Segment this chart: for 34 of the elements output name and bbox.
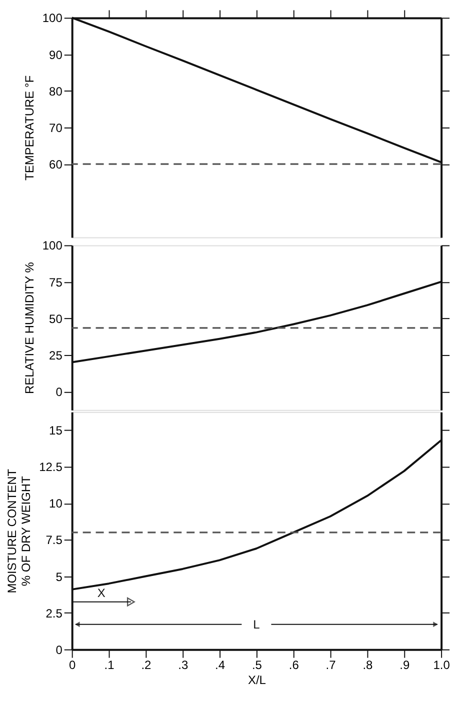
- y-tick-label: 70: [49, 120, 63, 135]
- y-axis-title: TEMPERATURE °F: [22, 75, 36, 180]
- y-tick-label: 75: [49, 275, 63, 290]
- y-tick-label: 12.5: [39, 460, 63, 474]
- annotation: L: [253, 617, 260, 632]
- y-tick-label: 10: [49, 496, 63, 511]
- x-tick-label: 0: [69, 658, 76, 672]
- y-tick-label: 80: [49, 84, 63, 98]
- x-tick-label: 1.0: [433, 658, 450, 672]
- x-tick-label: .9: [400, 658, 410, 672]
- x-tick-label: .8: [362, 658, 374, 672]
- y-axis-title: RELATIVE HUMIDITY %: [22, 262, 36, 394]
- y-tick-label: 25: [49, 348, 63, 362]
- y-axis-title: MOISTURE CONTENT % OF DRY WEIGHT: [5, 468, 34, 594]
- x-tick-label: .3: [178, 658, 188, 672]
- x-tick-label: .5: [252, 658, 262, 672]
- x-tick-label: .4: [215, 658, 226, 672]
- y-tick-label: 90: [49, 48, 63, 62]
- y-tick-label: 0: [56, 385, 63, 400]
- y-tick-label: 50: [49, 312, 63, 326]
- annotation: X: [97, 586, 106, 600]
- y-tick-label: 2.5: [46, 606, 63, 620]
- y-tick-label: 60: [49, 158, 63, 172]
- x-tick-label: .6: [288, 658, 300, 672]
- y-tick-label: 7.5: [46, 533, 63, 548]
- x-tick-label: .7: [326, 658, 336, 672]
- y-tick-label: 100: [42, 11, 63, 26]
- y-tick-label: 5: [56, 570, 63, 584]
- y-tick-label: 0: [56, 642, 63, 657]
- y-tick-label: 15: [49, 424, 63, 438]
- x-tick-label: .2: [141, 658, 152, 672]
- y-tick-label: 100: [42, 238, 63, 253]
- x-axis-title: X/L: [248, 672, 266, 687]
- x-tick-label: .1: [104, 658, 115, 672]
